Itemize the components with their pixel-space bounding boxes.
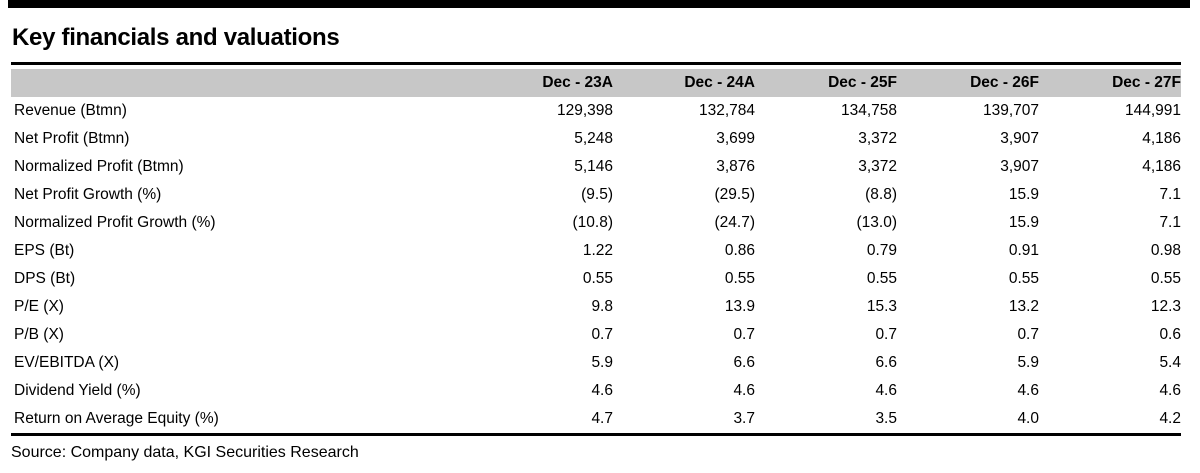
cell-value: 5.9 — [1017, 354, 1039, 371]
cell-value: 15.3 — [866, 298, 897, 315]
cell-value: 4,186 — [1142, 130, 1181, 147]
cell-value: 4.6 — [591, 382, 613, 399]
cell-value: 15.9 — [1008, 214, 1039, 231]
cell-value: 0.86 — [724, 242, 755, 259]
cell-value: 144,991 — [1124, 102, 1181, 119]
cell-value: 5.4 — [1159, 354, 1181, 371]
cell-value: 4.6 — [875, 382, 897, 399]
cell-value: 4.0 — [1017, 410, 1039, 427]
column-header: Dec - 25F — [828, 74, 897, 91]
cell-value: 0.6 — [1159, 326, 1181, 343]
cell-value: 9.8 — [591, 298, 613, 315]
table-row-pb: P/B (X) 0.7 0.7 0.7 0.7 0.6 — [11, 321, 1181, 349]
cell-value: 6.6 — [875, 354, 897, 371]
cell-value: 132,784 — [698, 102, 755, 119]
table-header-row: Dec - 23A Dec - 24A Dec - 25F Dec - 26F … — [11, 69, 1181, 97]
column-header: Dec - 27F — [1112, 74, 1181, 91]
cell-value: 3,699 — [716, 130, 755, 147]
cell-value: 7.1 — [1159, 214, 1181, 231]
cell-value: 0.55 — [1008, 270, 1039, 287]
cell-value: 3,372 — [858, 130, 897, 147]
cell-value: (8.8) — [865, 186, 897, 203]
cell-value: (10.8) — [572, 214, 614, 231]
cell-value: 3.7 — [733, 410, 755, 427]
table-row-roae: Return on Average Equity (%) 4.7 3.7 3.5… — [11, 405, 1181, 433]
title-underline — [11, 62, 1181, 65]
column-header: Dec - 24A — [684, 74, 755, 91]
key-financials-table: Dec - 23A Dec - 24A Dec - 25F Dec - 26F … — [11, 69, 1181, 433]
cell-value: 13.2 — [1008, 298, 1039, 315]
column-header: Dec - 23A — [542, 74, 613, 91]
cell-value: 3.5 — [875, 410, 897, 427]
table-row-normalized-profit: Normalized Profit (Btmn) 5,146 3,876 3,3… — [11, 153, 1181, 181]
cell-value: 0.7 — [733, 326, 755, 343]
cell-value: 0.79 — [866, 242, 897, 259]
cell-value: 0.55 — [1150, 270, 1181, 287]
table-row-dividend-yield: Dividend Yield (%) 4.6 4.6 4.6 4.6 4.6 — [11, 377, 1181, 405]
row-label: Normalized Profit (Btmn) — [14, 158, 184, 175]
table-row-ev-ebitda: EV/EBITDA (X) 5.9 6.6 6.6 5.9 5.4 — [11, 349, 1181, 377]
cell-value: 0.7 — [875, 326, 897, 343]
cell-value: 15.9 — [1008, 186, 1039, 203]
cell-value: 0.55 — [582, 270, 613, 287]
cell-value: 139,707 — [982, 102, 1039, 119]
cell-value: 3,907 — [1000, 130, 1039, 147]
cell-value: 4.7 — [591, 410, 613, 427]
table-row-net-profit: Net Profit (Btmn) 5,248 3,699 3,372 3,90… — [11, 125, 1181, 153]
cell-value: (9.5) — [581, 186, 613, 203]
cell-value: (29.5) — [714, 186, 756, 203]
cell-value: 0.55 — [866, 270, 897, 287]
row-label: P/E (X) — [14, 298, 64, 315]
row-label: Net Profit (Btmn) — [14, 130, 130, 147]
table-row-net-profit-growth: Net Profit Growth (%) (9.5) (29.5) (8.8)… — [11, 181, 1181, 209]
cell-value: (24.7) — [714, 214, 756, 231]
cell-value: 6.6 — [733, 354, 755, 371]
row-label: EV/EBITDA (X) — [14, 354, 120, 371]
cell-value: 0.55 — [724, 270, 755, 287]
cell-value: 5,146 — [574, 158, 613, 175]
cell-value: 4,186 — [1142, 158, 1181, 175]
row-label: Return on Average Equity (%) — [14, 410, 219, 427]
row-label: Dividend Yield (%) — [14, 382, 141, 399]
cell-value: 129,398 — [556, 102, 613, 119]
row-label: P/B (X) — [14, 326, 64, 343]
cell-value: 4.2 — [1159, 410, 1181, 427]
cell-value: 5.9 — [591, 354, 613, 371]
row-label: Normalized Profit Growth (%) — [14, 214, 216, 231]
table-row-eps: EPS (Bt) 1.22 0.86 0.79 0.91 0.98 — [11, 237, 1181, 265]
cell-value: 0.98 — [1150, 242, 1181, 259]
cell-value: 0.7 — [591, 326, 613, 343]
cell-value: 134,758 — [840, 102, 897, 119]
row-label: Net Profit Growth (%) — [14, 186, 162, 203]
cell-value: 3,372 — [858, 158, 897, 175]
table-row-normalized-profit-growth: Normalized Profit Growth (%) (10.8) (24.… — [11, 209, 1181, 237]
cell-value: 4.6 — [1159, 382, 1181, 399]
cell-value: 7.1 — [1159, 186, 1181, 203]
table-row-dps: DPS (Bt) 0.55 0.55 0.55 0.55 0.55 — [11, 265, 1181, 293]
row-label: DPS (Bt) — [14, 270, 76, 287]
cell-value: 1.22 — [582, 242, 613, 259]
column-header: Dec - 26F — [970, 74, 1039, 91]
row-label: Revenue (Btmn) — [14, 102, 127, 119]
cell-value: 13.9 — [724, 298, 755, 315]
table-row-revenue: Revenue (Btmn) 129,398 132,784 134,758 1… — [11, 97, 1181, 125]
cell-value: 3,876 — [716, 158, 755, 175]
cell-value: 4.6 — [1017, 382, 1039, 399]
table-row-pe: P/E (X) 9.8 13.9 15.3 13.2 12.3 — [11, 293, 1181, 321]
cell-value: 12.3 — [1150, 298, 1181, 315]
bottom-divider-rule — [11, 433, 1181, 436]
top-divider-bar — [8, 0, 1190, 8]
cell-value: 0.91 — [1008, 242, 1039, 259]
cell-value: 5,248 — [574, 130, 613, 147]
cell-value: 3,907 — [1000, 158, 1039, 175]
cell-value: (13.0) — [856, 214, 898, 231]
cell-value: 4.6 — [733, 382, 755, 399]
row-label: EPS (Bt) — [14, 242, 75, 259]
source-note: Source: Company data, KGI Securities Res… — [11, 444, 359, 461]
page-title: Key financials and valuations — [12, 24, 340, 51]
cell-value: 0.7 — [1017, 326, 1039, 343]
